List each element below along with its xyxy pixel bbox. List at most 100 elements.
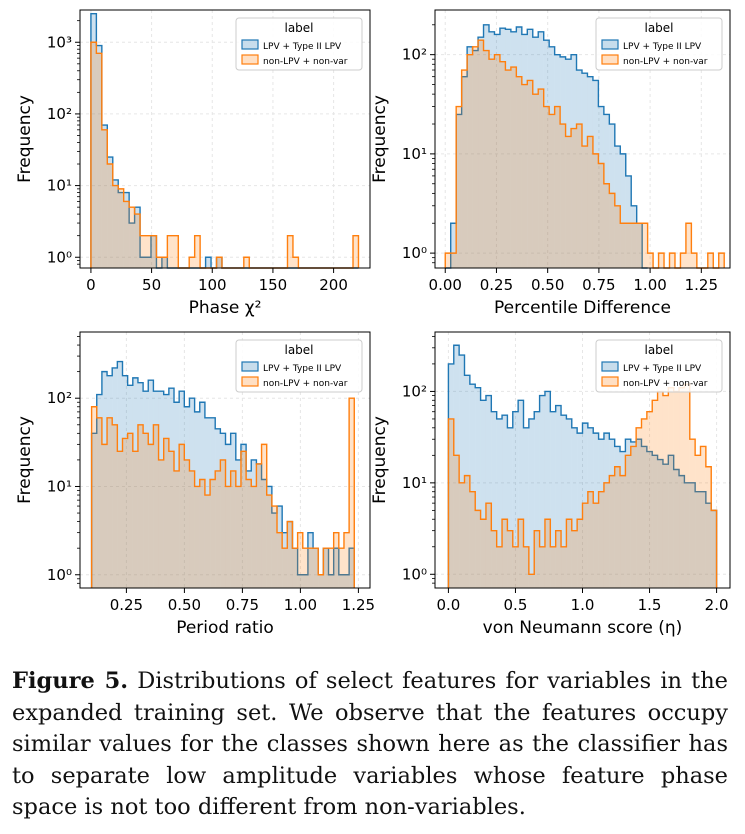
hist-bar bbox=[179, 391, 185, 588]
legend-title: label bbox=[284, 343, 313, 357]
y-tick-label: 10⁰ bbox=[47, 248, 72, 266]
hist-bar bbox=[499, 61, 506, 269]
hist-bar bbox=[598, 106, 604, 268]
hist-outline bbox=[445, 24, 648, 269]
hist-bar bbox=[150, 235, 157, 268]
hist-bar bbox=[544, 391, 551, 588]
hist-bar bbox=[521, 84, 528, 268]
hist-bar bbox=[323, 548, 329, 588]
legend-entry: LPV + Type II LPV bbox=[263, 364, 342, 374]
hist-bar bbox=[689, 482, 696, 588]
y-tick-label: 10¹ bbox=[47, 177, 72, 195]
hist-bar bbox=[636, 439, 642, 588]
hist-bar bbox=[620, 475, 626, 588]
legend-swatch bbox=[601, 39, 619, 50]
chart-panel-1: 0 50 100 150 200 10⁰ 10¹ 10² 10³ Phase χ² Frequenc… bbox=[15, 9, 371, 318]
hist-bar bbox=[609, 193, 615, 268]
hist-bar bbox=[614, 146, 621, 268]
y-tick-label: 10¹ bbox=[402, 145, 427, 163]
hist-bar bbox=[620, 153, 626, 268]
hist-bar bbox=[194, 235, 201, 268]
hist-bar bbox=[614, 466, 621, 588]
hist-bar bbox=[532, 37, 539, 268]
hist-bar bbox=[510, 31, 517, 268]
hist-bar bbox=[167, 235, 173, 268]
hist-bar bbox=[620, 451, 626, 588]
hist-bar bbox=[614, 446, 621, 588]
hist-bar bbox=[630, 446, 637, 588]
hist-bar bbox=[695, 491, 701, 588]
hist-bar bbox=[101, 129, 108, 268]
hist-bar bbox=[534, 530, 540, 588]
hist-bar bbox=[571, 530, 578, 588]
hist-bar bbox=[266, 486, 272, 588]
hist-bar bbox=[603, 433, 610, 588]
hist-bar bbox=[636, 223, 643, 268]
hist-bar bbox=[140, 235, 146, 268]
hist-bar bbox=[592, 80, 599, 269]
hist-bar bbox=[577, 433, 583, 588]
hist-bar bbox=[461, 70, 468, 268]
hist-bar bbox=[107, 417, 113, 588]
hist-bar bbox=[107, 375, 113, 588]
x-tick-label: 0.50 bbox=[531, 276, 564, 294]
hist-bar bbox=[96, 417, 102, 588]
hist-bar bbox=[505, 70, 511, 268]
hist-bar bbox=[189, 398, 195, 588]
hist-bar bbox=[287, 521, 293, 588]
series-non-lpv bbox=[90, 41, 360, 269]
hist-bar bbox=[499, 28, 506, 268]
hist-bar bbox=[101, 125, 108, 268]
hist-bar bbox=[480, 400, 486, 588]
hist-bar bbox=[673, 469, 680, 588]
hist-bar bbox=[277, 506, 283, 588]
hist-bar bbox=[323, 548, 329, 588]
hist-bar bbox=[685, 223, 692, 268]
hist-bar bbox=[543, 106, 550, 268]
legend-swatch bbox=[241, 54, 259, 65]
hist-bar bbox=[631, 205, 637, 268]
hist-bar bbox=[194, 411, 200, 588]
hist-bar bbox=[646, 411, 653, 588]
hist-bar bbox=[631, 223, 637, 268]
hist-bar bbox=[576, 124, 582, 268]
hist-bar bbox=[587, 136, 593, 268]
hist-bar bbox=[118, 192, 124, 268]
hist-bar bbox=[550, 411, 556, 588]
hist-bar bbox=[554, 106, 561, 268]
hist-outline bbox=[90, 360, 355, 588]
hist-bar bbox=[550, 546, 556, 588]
hist-bar bbox=[243, 257, 250, 268]
hist-bar bbox=[657, 391, 663, 588]
hist-bar bbox=[478, 40, 484, 269]
hist-bar bbox=[161, 257, 168, 268]
hist-bar bbox=[512, 546, 519, 588]
hist-bar bbox=[199, 479, 205, 588]
legend-entry: non-LPV + non-var bbox=[263, 57, 348, 67]
hist-bar bbox=[489, 31, 495, 268]
legend: label LPV + Type II LPV non-LPV + non-var bbox=[595, 339, 723, 393]
hist-bar bbox=[302, 548, 308, 588]
hist-bar bbox=[518, 400, 524, 588]
x-tick-label: 1.5 bbox=[638, 596, 662, 614]
hist-bar bbox=[453, 455, 460, 588]
hist-bar bbox=[668, 455, 674, 588]
series-lpv bbox=[447, 344, 718, 588]
legend-box bbox=[595, 339, 723, 393]
hist-bar bbox=[598, 491, 604, 588]
hist-bar bbox=[123, 192, 130, 268]
legend-box bbox=[235, 339, 363, 393]
chart-panel-4: 0.0 0.5 1.0 1.5 2.0 10⁰ 10¹ 10² von Neumann scor… bbox=[370, 331, 731, 638]
hist-bar bbox=[662, 395, 669, 588]
hist-bar bbox=[566, 418, 572, 588]
figure-panels: 0 50 100 150 200 10⁰ 10¹ 10² 10³ Phase χ² Frequenc… bbox=[15, 9, 731, 638]
hist-bar bbox=[523, 546, 529, 588]
hist-bar bbox=[96, 53, 102, 269]
hist-bar bbox=[302, 574, 308, 588]
hist-bar bbox=[571, 54, 577, 269]
legend-swatch bbox=[241, 39, 259, 50]
hist-bar bbox=[684, 384, 690, 588]
hist-bar bbox=[132, 451, 138, 588]
hist-bar bbox=[673, 391, 680, 588]
hist-bar bbox=[282, 532, 288, 588]
